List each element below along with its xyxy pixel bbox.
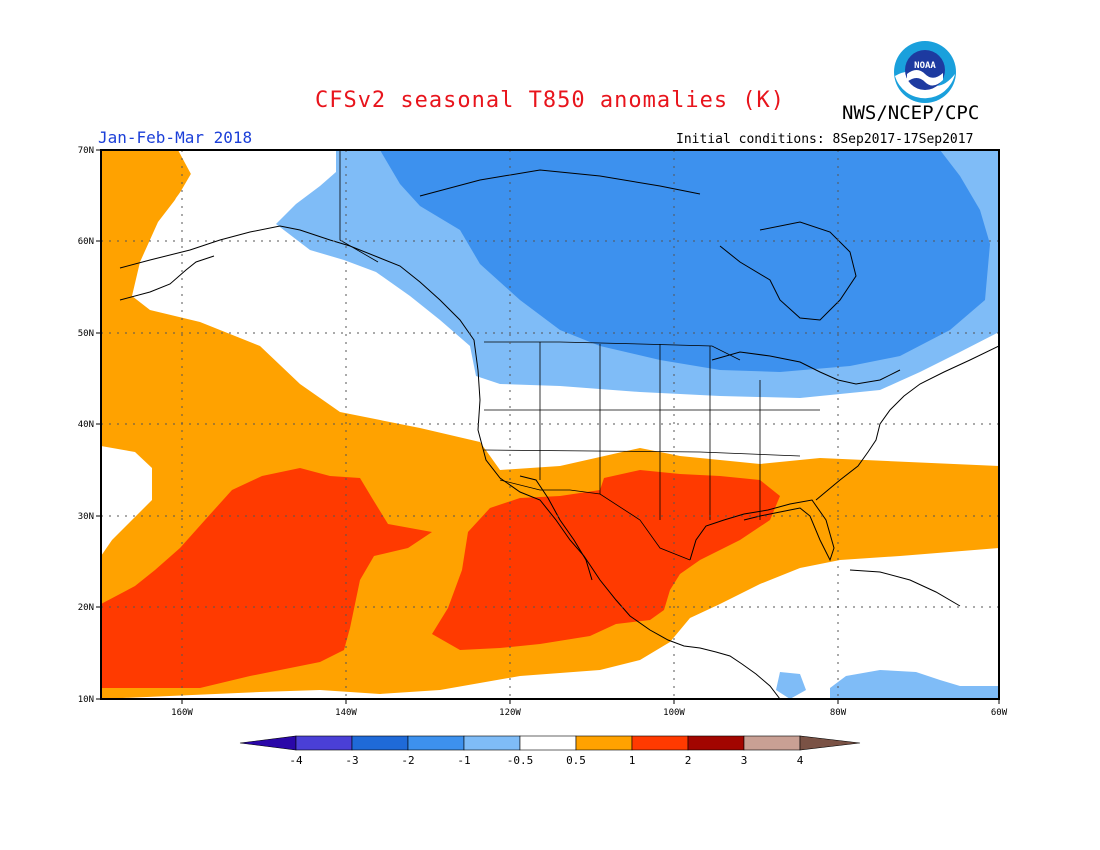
colorbar-bin bbox=[407, 735, 465, 751]
colorbar-bin bbox=[295, 735, 353, 751]
colorbar-label: -2 bbox=[401, 754, 414, 767]
logo-text: NOAA bbox=[914, 61, 936, 71]
political-borders bbox=[339, 150, 820, 561]
colorbar-label: 1 bbox=[629, 754, 636, 767]
longitude-labels: 160W 140W 120W 100W 80W 60W bbox=[171, 708, 1008, 718]
lat-label: 30N bbox=[78, 512, 94, 522]
lon-label: 80W bbox=[830, 708, 847, 718]
lon-label: 120W bbox=[499, 708, 521, 718]
lon-label: 60W bbox=[991, 708, 1008, 718]
lat-label: 70N bbox=[78, 146, 94, 156]
lon-label: 160W bbox=[171, 708, 193, 718]
colorbar-label: -4 bbox=[289, 754, 303, 767]
colorbar-bin bbox=[631, 735, 689, 751]
anomaly-field bbox=[101, 150, 999, 699]
colorbar-label: 0.5 bbox=[566, 754, 586, 767]
lon-label: 100W bbox=[663, 708, 685, 718]
colorbar-arrow-high bbox=[799, 735, 861, 751]
colorbar-arrow-low bbox=[239, 735, 297, 751]
colorbar-label: -0.5 bbox=[507, 754, 534, 767]
period-label: Jan-Feb-Mar 2018 bbox=[98, 128, 253, 147]
latitude-labels: 70N 60N 50N 40N 30N 20N 10N bbox=[78, 146, 94, 705]
colorbar-bin bbox=[575, 735, 633, 751]
noaa-logo-icon: NOAA bbox=[894, 41, 956, 103]
coastlines bbox=[119, 169, 999, 699]
lat-label: 50N bbox=[78, 329, 94, 339]
tick-marks bbox=[96, 149, 1000, 704]
colorbar-label: -1 bbox=[457, 754, 470, 767]
colorbar-label: 3 bbox=[741, 754, 748, 767]
colorbar-bin bbox=[519, 735, 577, 751]
lat-label: 40N bbox=[78, 420, 94, 430]
organization-label: NWS/NCEP/CPC bbox=[842, 102, 980, 124]
chart-title: CFSv2 seasonal T850 anomalies (K) bbox=[314, 88, 786, 113]
colorbar-bin bbox=[687, 735, 745, 751]
graticule bbox=[101, 150, 999, 699]
colorbar-label: 2 bbox=[685, 754, 692, 767]
map-frame bbox=[100, 149, 1000, 700]
colorbar: -4 -3 -2 -1 -0.5 0.5 1 2 3 4 bbox=[239, 735, 861, 767]
lat-label: 10N bbox=[78, 695, 94, 705]
lat-label: 60N bbox=[78, 237, 94, 247]
colorbar-label: -3 bbox=[345, 754, 358, 767]
initial-conditions-label: Initial conditions: 8Sep2017-17Sep2017 bbox=[676, 132, 974, 147]
lat-label: 20N bbox=[78, 603, 94, 613]
colorbar-label: 4 bbox=[797, 754, 804, 767]
colorbar-bin bbox=[743, 735, 801, 751]
colorbar-bin bbox=[463, 735, 521, 751]
colorbar-bin bbox=[351, 735, 409, 751]
lon-label: 140W bbox=[335, 708, 357, 718]
